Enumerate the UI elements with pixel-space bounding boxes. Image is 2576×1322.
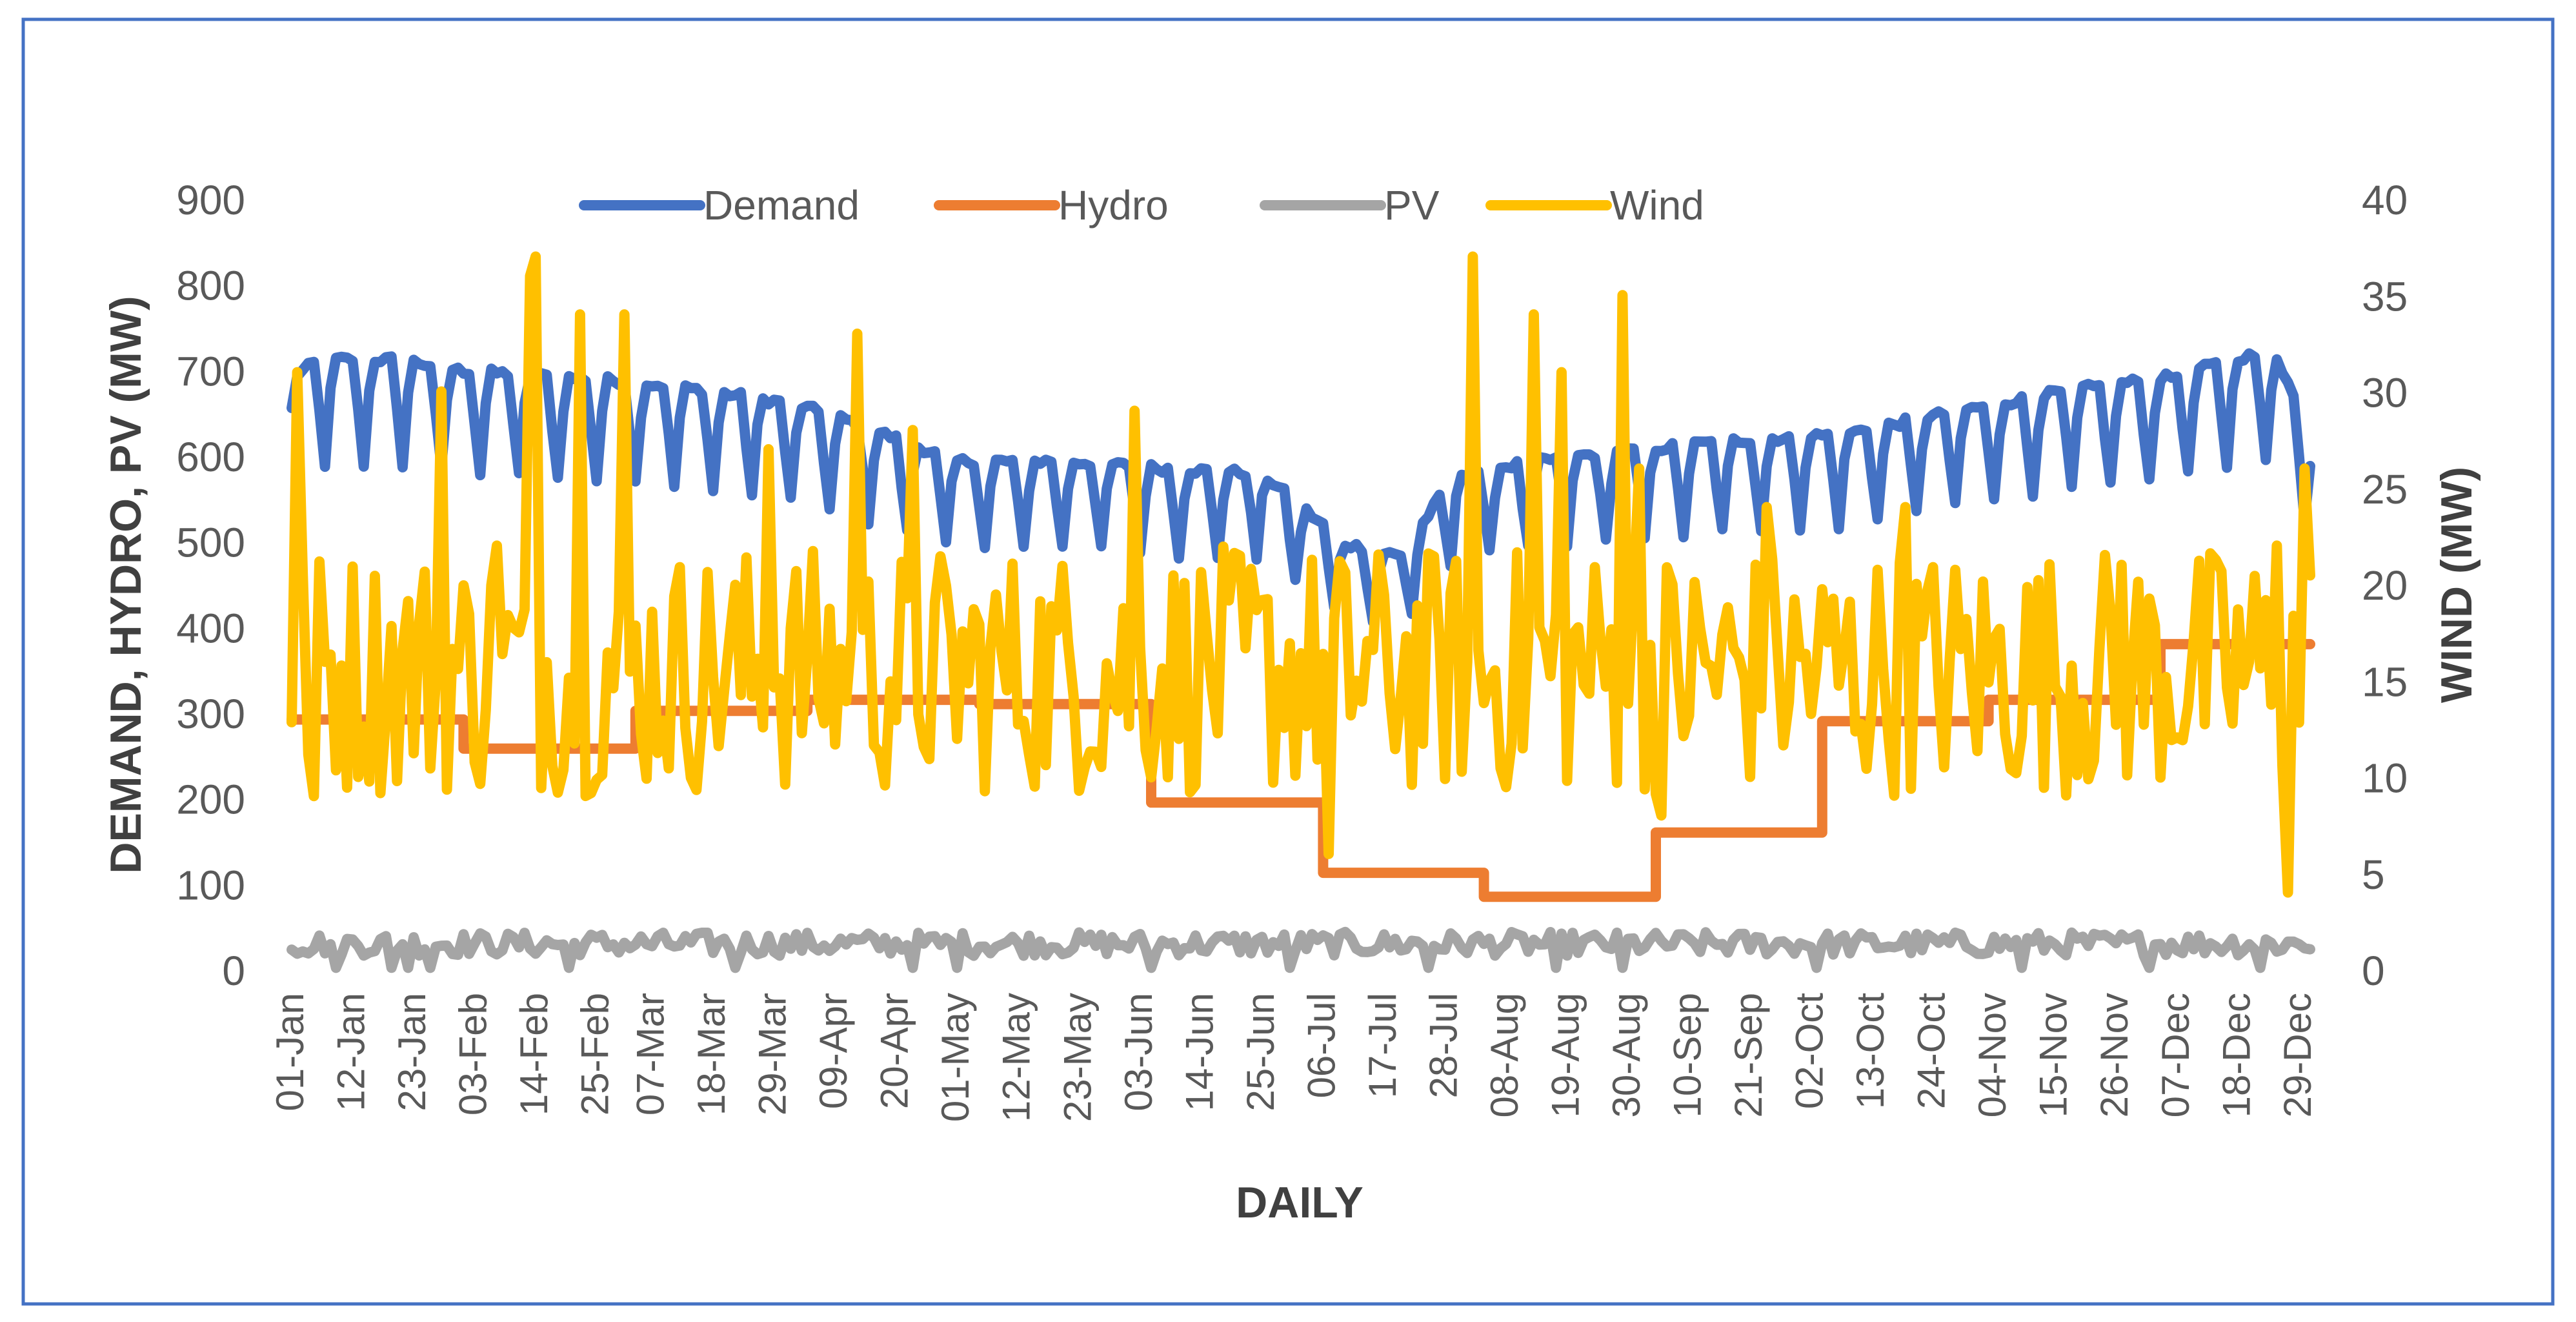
x-tick-label: 12-May (995, 993, 1038, 1122)
legend-label-hydro: Hydro (1058, 182, 1169, 229)
x-tick-label: 24-Oct (1910, 993, 1953, 1109)
x-tick-label: 14-Feb (512, 993, 556, 1115)
x-tick-label: 26-Nov (2093, 993, 2136, 1117)
legend-label-wind: Wind (1610, 182, 1704, 229)
y-left-tick-label: 300 (176, 691, 245, 737)
x-tick-label: 30-Aug (1605, 993, 1648, 1117)
x-tick-label: 29-Dec (2276, 993, 2319, 1117)
y-axis-right-ticks: 0 5 10 15 20 25 30 35 40 (2362, 177, 2408, 994)
y-right-tick-label: 15 (2362, 658, 2408, 705)
x-tick-label: 17-Jul (1361, 993, 1404, 1098)
x-tick-label: 03-Jun (1117, 993, 1160, 1111)
x-tick-label: 28-Jul (1422, 993, 1465, 1098)
y-left-tick-label: 800 (176, 263, 245, 309)
x-tick-label: 25-Feb (574, 993, 617, 1115)
x-tick-label: 02-Oct (1788, 993, 1831, 1109)
x-tick-label: 29-Mar (751, 993, 794, 1115)
x-tick-label: 25-Jun (1239, 993, 1282, 1111)
y-axis-right-label: WIND (MW) (2432, 467, 2481, 703)
y-right-tick-label: 25 (2362, 466, 2408, 513)
x-tick-label: 20-Apr (873, 993, 916, 1109)
y-right-tick-label: 5 (2362, 851, 2385, 898)
x-tick-label: 18-Mar (690, 993, 733, 1115)
x-tick-label: 19-Aug (1544, 993, 1587, 1117)
y-left-tick-label: 700 (176, 348, 245, 394)
y-right-tick-label: 35 (2362, 273, 2408, 320)
legend-label-demand: Demand (703, 182, 860, 229)
x-tick-label: 23-Jan (390, 993, 434, 1111)
x-tick-label: 09-Apr (812, 993, 855, 1109)
y-right-tick-label: 20 (2362, 562, 2408, 609)
x-tick-label: 07-Dec (2154, 993, 2197, 1117)
y-left-tick-label: 600 (176, 434, 245, 480)
y-left-tick-label: 400 (176, 605, 245, 651)
x-tick-label: 04-Nov (1971, 993, 2014, 1117)
y-right-tick-label: 40 (2362, 177, 2408, 223)
legend: Demand Hydro PV Wind (579, 182, 1704, 229)
y-left-tick-label: 100 (176, 862, 245, 908)
x-tick-label: 18-Dec (2215, 993, 2258, 1117)
x-tick-label: 12-Jan (330, 993, 373, 1111)
y-left-tick-label: 900 (176, 177, 245, 223)
x-tick-label: 13-Oct (1849, 993, 1892, 1109)
series-layer (287, 251, 2315, 973)
y-right-tick-label: 30 (2362, 370, 2408, 416)
y-right-tick-label: 0 (2362, 948, 2385, 994)
x-tick-label: 01-May (934, 993, 977, 1122)
y-axis-left-ticks: 0 100 200 300 400 500 600 700 800 900 (176, 177, 245, 994)
x-tick-label: 21-Sep (1727, 993, 1770, 1117)
y-left-tick-label: 200 (176, 777, 245, 823)
x-axis-ticks: 01-Jan 12-Jan 23-Jan 03-Feb 14-Feb 25-Feb 07-M… (268, 993, 2319, 1122)
x-tick-label: 14-Jun (1178, 993, 1221, 1111)
x-tick-label: 01-Jan (268, 993, 312, 1111)
x-tick-label: 03-Feb (452, 993, 495, 1115)
series-line-wind (287, 251, 2315, 898)
y-axis-left-label: DEMAND, HYDRO, PV (MW) (101, 296, 150, 873)
x-tick-label: 23-May (1056, 993, 1099, 1122)
y-right-tick-label: 10 (2362, 755, 2408, 802)
x-tick-label: 06-Jul (1300, 993, 1343, 1098)
legend-label-pv: PV (1384, 182, 1440, 229)
y-left-tick-label: 500 (176, 520, 245, 566)
x-tick-label: 15-Nov (2032, 993, 2075, 1117)
series-line-pv (287, 926, 2315, 973)
y-left-tick-label: 0 (222, 948, 245, 994)
x-axis-label: DAILY (1236, 1178, 1363, 1227)
x-tick-label: 08-Aug (1483, 993, 1526, 1117)
x-tick-label: 10-Sep (1666, 993, 1709, 1117)
x-tick-label: 07-Mar (629, 993, 672, 1115)
